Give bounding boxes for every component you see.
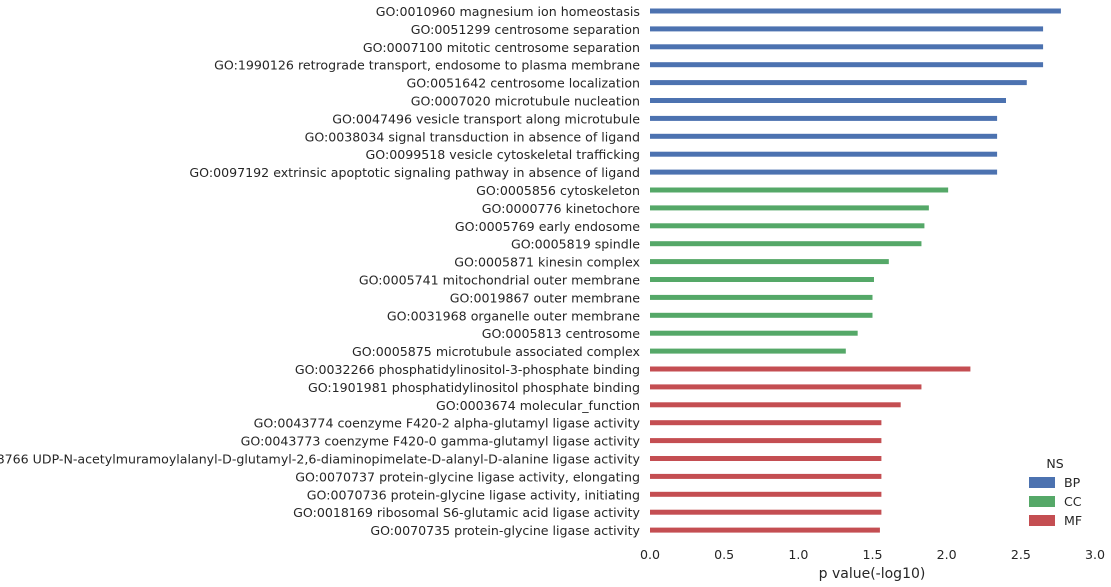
bar <box>650 491 882 497</box>
bar <box>650 169 998 175</box>
category-labels: GO:0010960 magnesium ion homeostasis GO:0… <box>0 4 641 538</box>
category-label: GO:0007100 mitotic centrosome separation <box>363 40 640 55</box>
x-tick-label: 1.5 <box>862 547 882 562</box>
category-label: GO:0005769 early endosome <box>455 219 640 234</box>
category-label: GO:0051642 centrosome localization <box>406 76 640 91</box>
bar <box>650 44 1044 50</box>
bar <box>650 420 882 426</box>
bar <box>650 294 873 300</box>
bar <box>650 26 1044 32</box>
bar <box>650 205 929 211</box>
legend-label: BP <box>1064 475 1081 490</box>
bar <box>650 527 880 533</box>
category-label: GO:0005871 kinesin complex <box>454 255 640 270</box>
category-label: GO:0043773 coenzyme F420-0 gamma-glutamy… <box>241 434 641 449</box>
category-label: GO:0018169 ribosomal S6-glutamic acid li… <box>293 505 640 520</box>
bar <box>650 133 998 139</box>
x-tick-label: 0.5 <box>714 547 734 562</box>
legend-swatch <box>1029 515 1055 526</box>
category-label: GO:0032266 phosphatidylinositol-3-phosph… <box>295 362 640 377</box>
bar <box>650 80 1027 86</box>
category-label: GO:0070736 protein-glycine ligase activi… <box>307 487 640 502</box>
bar <box>650 62 1044 68</box>
bar <box>650 330 858 336</box>
bar <box>650 151 998 157</box>
category-label: GO:0005856 cytoskeleton <box>476 183 640 198</box>
legend-swatch <box>1029 477 1055 488</box>
bars-group <box>650 8 1061 533</box>
bar <box>650 402 901 408</box>
category-label: GO:0007020 microtubule nucleation <box>411 94 640 109</box>
category-label: GO:0043774 coenzyme F420-2 alpha-glutamy… <box>254 416 641 431</box>
legend-label: CC <box>1064 494 1082 509</box>
bar <box>650 259 889 265</box>
bar <box>650 473 882 479</box>
category-label: GO:0003674 molecular_function <box>436 398 640 413</box>
category-label: GO:0010960 magnesium ion homeostasis <box>376 4 640 19</box>
category-label: GO:0051299 centrosome separation <box>411 22 640 37</box>
category-label: GO:0005875 microtubule associated comple… <box>352 344 641 359</box>
bar <box>650 187 949 193</box>
bar <box>650 438 882 444</box>
bar <box>650 98 1006 103</box>
x-tick-label: 2.0 <box>937 547 957 562</box>
category-label: GO:0047496 vesicle transport along micro… <box>332 111 640 126</box>
category-label: GO:0031968 organelle outer membrane <box>387 308 640 323</box>
x-tick-label: 0.0 <box>640 547 660 562</box>
category-label: GO:0038034 signal transduction in absenc… <box>305 129 640 144</box>
category-label: GO:0000776 kinetochore <box>482 201 640 216</box>
x-axis-label: p value(-log10) <box>819 566 926 582</box>
category-label: GO:0099518 vesicle cytoskeletal traffick… <box>366 147 641 162</box>
category-label: GO:1990126 retrograde transport, endosom… <box>214 58 640 73</box>
bar <box>650 8 1061 14</box>
legend-label: MF <box>1064 513 1082 528</box>
bar <box>650 115 998 121</box>
legend-entries: BP CC MF <box>1029 475 1082 528</box>
bar <box>650 366 971 372</box>
category-label: GO:0005819 spindle <box>511 237 640 252</box>
bar <box>650 509 882 515</box>
x-tick-label: 3.0 <box>1085 547 1105 562</box>
category-label: GO:0097192 extrinsic apoptotic signaling… <box>189 165 640 180</box>
category-label: GO:0005813 centrosome <box>482 326 641 341</box>
x-axis: 0.0 0.5 1.0 1.5 2.0 2.5 3.0 <box>640 547 1105 562</box>
legend: NS BP CC MF <box>1029 456 1082 528</box>
legend-title: NS <box>1046 456 1063 471</box>
category-label: GO:0070735 protein-glycine ligase activi… <box>370 523 640 538</box>
category-label: GO:1901981 phosphatidylinositol phosphat… <box>308 380 640 395</box>
category-label: GO:0008766 UDP-N-acetylmuramoylalanyl-D-… <box>0 452 641 467</box>
bar <box>650 348 846 354</box>
bar <box>650 384 922 390</box>
bar <box>650 312 873 318</box>
bar <box>650 277 874 282</box>
bar <box>650 456 882 461</box>
x-tick-label: 2.5 <box>1011 547 1031 562</box>
x-tick-label: 1.0 <box>788 547 808 562</box>
category-label: GO:0005741 mitochondrial outer membrane <box>359 273 640 288</box>
category-label: GO:0070737 protein-glycine ligase activi… <box>295 469 640 484</box>
bar <box>650 241 922 247</box>
category-label: GO:0019867 outer membrane <box>450 290 640 305</box>
legend-swatch <box>1029 496 1055 507</box>
bar <box>650 223 925 229</box>
